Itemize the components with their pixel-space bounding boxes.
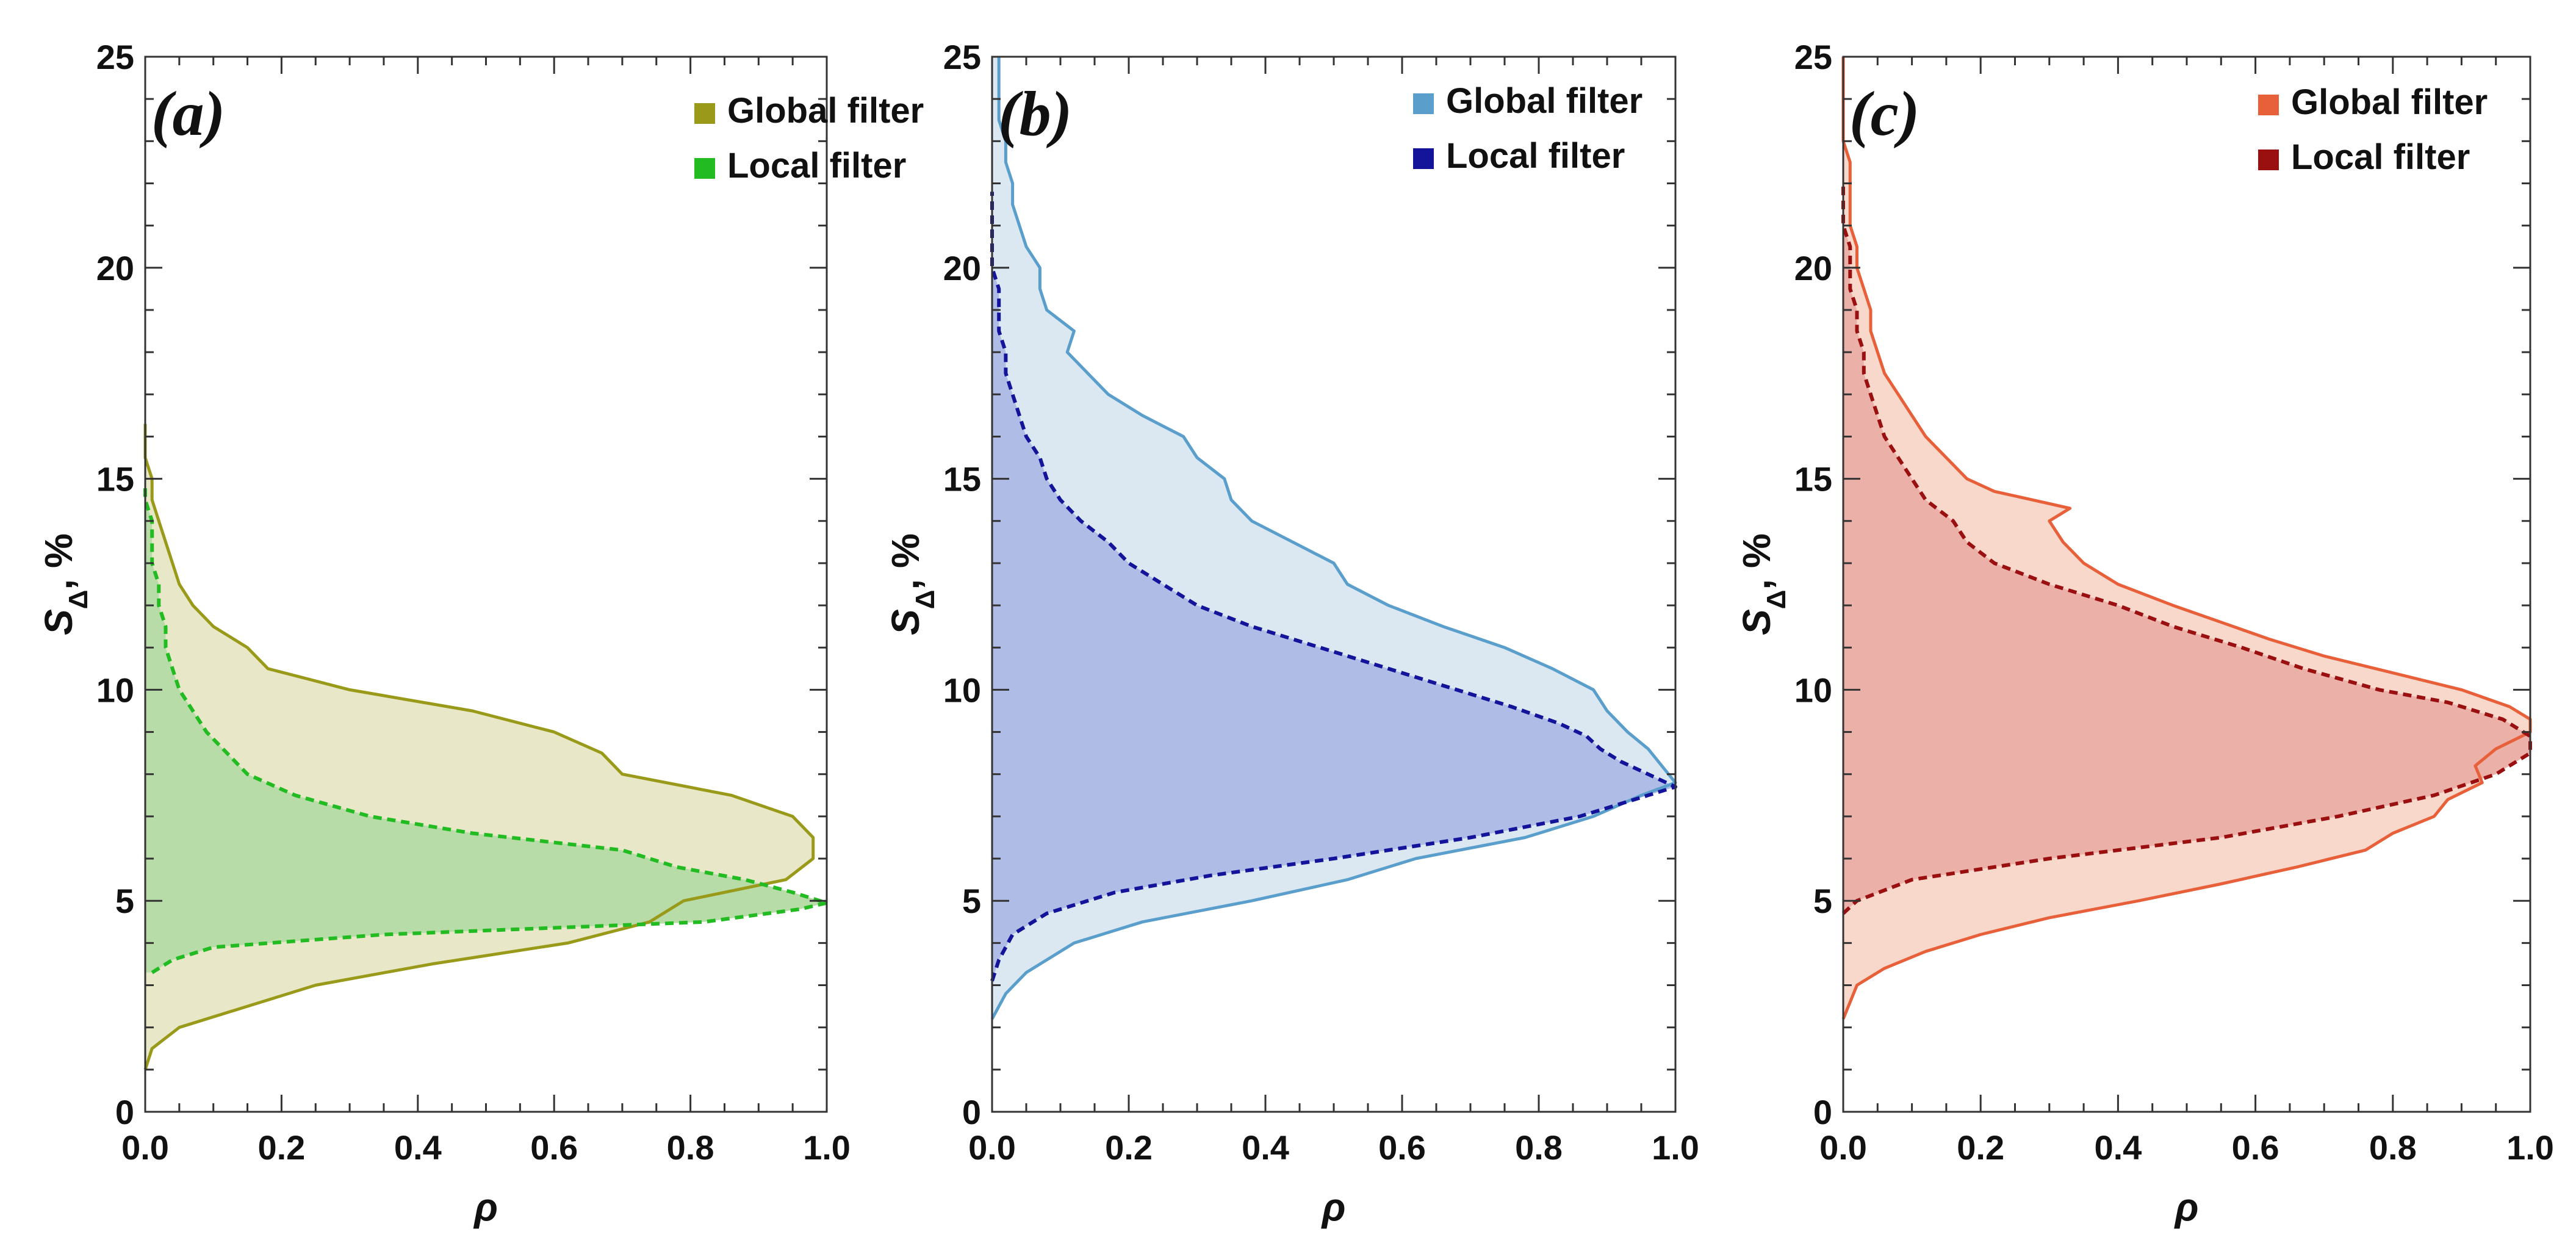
x-tick-label: 1.0	[1652, 1128, 1699, 1167]
x-tick-label: 0.6	[2232, 1128, 2279, 1167]
y-tick-label: 20	[943, 249, 981, 287]
y-tick-label: 5	[1813, 882, 1832, 920]
x-tick-label: 0.4	[1242, 1128, 1289, 1167]
y-tick-label: 15	[943, 460, 981, 499]
x-tick-label: 0.8	[1515, 1128, 1563, 1167]
curve-local-filter	[990, 192, 1677, 982]
x-tick-label: 1.0	[803, 1128, 851, 1167]
x-tick-label: 0.6	[1378, 1128, 1426, 1167]
x-tick-label: 0.4	[394, 1128, 442, 1167]
panel-label: (c)	[1849, 79, 1919, 149]
x-tick-label: 0.2	[1957, 1128, 2004, 1167]
area-local-filter	[992, 192, 1675, 981]
x-tick-label: 0.6	[530, 1128, 578, 1167]
y-tick-label: 25	[1794, 38, 1832, 76]
legend-swatch	[2258, 150, 2279, 170]
curve-local-filter	[1841, 183, 2532, 915]
x-tick-label: 0.2	[1105, 1128, 1153, 1167]
legend-swatch	[1413, 93, 1434, 114]
y-tick-label: 5	[962, 882, 981, 920]
legend-label: Local filter	[727, 146, 906, 186]
chart-panel-2: 0 5 10 15 20 25 0.0 0.2 0.4 0.6 0.8 1.0 ρ SΔ, % (b) Glo…	[883, 38, 1699, 1229]
legend-swatch	[694, 158, 715, 179]
curve-global-filter	[143, 423, 815, 1070]
y-tick-label: 15	[96, 460, 134, 499]
y-tick-label: 0	[1813, 1093, 1832, 1131]
y-axis-title: SΔ, %	[1735, 533, 1791, 635]
legend: Global filter Local filter	[694, 91, 924, 186]
y-tick-label: 20	[1794, 249, 1832, 287]
chart-panel-1: 0 5 10 15 20 25 0.0 0.2 0.4 0.6 0.8 1.0 ρ SΔ, % (a) Glo…	[37, 38, 924, 1229]
x-axis-title: ρ	[473, 1185, 498, 1229]
curve-global-filter	[1841, 57, 2532, 1020]
y-tick-label: 25	[96, 38, 134, 76]
y-axis-title: SΔ, %	[883, 533, 940, 635]
y-tick-label: 25	[943, 38, 981, 76]
panel-label: (a)	[151, 79, 225, 149]
y-tick-label: 10	[96, 671, 134, 709]
y-tick-label: 10	[943, 671, 981, 709]
x-tick-label: 0.8	[667, 1128, 714, 1167]
panel-label: (b)	[998, 79, 1072, 149]
x-tick-label: 0.0	[121, 1128, 169, 1167]
x-axis-title: ρ	[1321, 1185, 1346, 1229]
x-tick-label: 1.0	[2506, 1128, 2554, 1167]
legend-label: Global filter	[1446, 81, 1642, 121]
y-tick-label: 5	[115, 882, 134, 920]
y-tick-label: 10	[1794, 671, 1832, 709]
legend-label: Local filter	[2291, 137, 2470, 177]
x-tick-label: 0.0	[1819, 1128, 1867, 1167]
legend: Global filter Local filter	[2258, 82, 2488, 177]
curve-global-filter	[990, 57, 1677, 1020]
legend-label: Global filter	[2291, 82, 2488, 122]
y-tick-label: 0	[962, 1093, 981, 1131]
area-local-filter	[145, 483, 827, 973]
area-local-filter	[1843, 183, 2530, 913]
curve-local-filter	[143, 483, 829, 975]
y-tick-label: 15	[1794, 460, 1832, 499]
legend-label: Local filter	[1446, 136, 1625, 176]
y-tick-label: 0	[115, 1093, 134, 1131]
x-tick-label: 0.4	[2094, 1128, 2142, 1167]
x-axis-title: ρ	[2174, 1185, 2199, 1229]
x-tick-label: 0.8	[2369, 1128, 2417, 1167]
legend-swatch	[2258, 95, 2279, 115]
x-tick-label: 0.0	[968, 1128, 1016, 1167]
legend-swatch	[1413, 148, 1434, 169]
legend-label: Global filter	[727, 91, 924, 131]
y-tick-label: 20	[96, 249, 134, 287]
legend: Global filter Local filter	[1413, 81, 1642, 176]
legend-swatch	[694, 103, 715, 124]
area-global-filter	[145, 423, 813, 1070]
x-tick-label: 0.2	[257, 1128, 305, 1167]
y-axis-title: SΔ, %	[37, 533, 93, 635]
chart-panel-3: 0 5 10 15 20 25 0.0 0.2 0.4 0.6 0.8 1.0 ρ SΔ, % (c) Glo…	[1735, 38, 2554, 1229]
